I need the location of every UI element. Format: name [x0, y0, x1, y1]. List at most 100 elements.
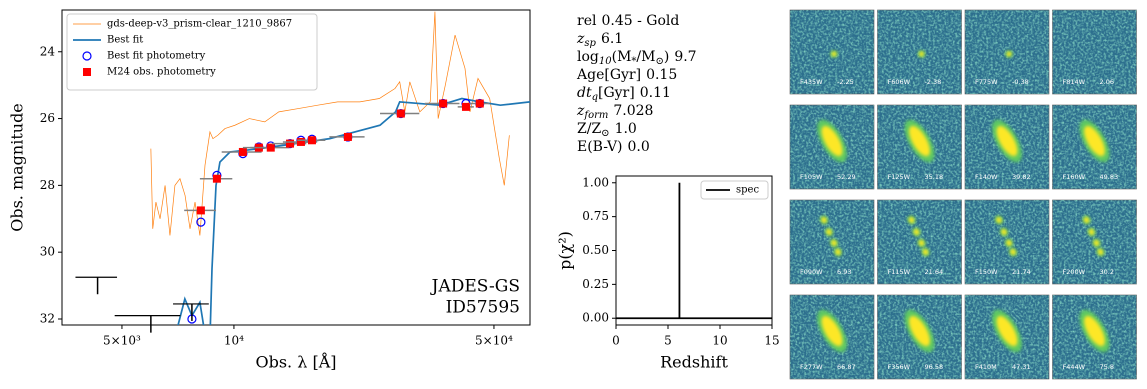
cutout: F115W 21.64	[877, 199, 962, 285]
source	[826, 228, 832, 236]
property: dtq​[Gyr]0.11	[577, 85, 671, 103]
property-label: (M	[612, 49, 632, 65]
cutout-flux: 75.8	[1100, 363, 1114, 371]
y-tick-label: 26	[40, 111, 55, 125]
source	[821, 315, 843, 347]
cutout: F160W 49.83	[1052, 104, 1137, 190]
property-label: E(B-V)	[577, 139, 623, 155]
x-tick-label: 5×10³	[103, 334, 141, 348]
x-axis-label: Obs. λ [Å]	[255, 352, 336, 372]
y-axis-label: Obs. magnitude	[8, 103, 27, 232]
cutout: F090W 6.93	[789, 199, 875, 285]
cutout-filter: F277W	[800, 363, 823, 371]
marker	[196, 217, 206, 227]
marker	[439, 99, 448, 108]
source	[821, 125, 843, 157]
y-tick-label: 32	[40, 311, 55, 325]
marker	[396, 109, 405, 118]
marker	[461, 102, 470, 111]
x-tick-label: 5	[664, 334, 672, 348]
property-sub: form	[583, 110, 608, 121]
cutout-noise	[1052, 10, 1137, 94]
cutout-flux: 6.93	[837, 268, 851, 276]
cutout-flux: 49.83	[1100, 173, 1119, 181]
cutout-flux: 66.87	[837, 363, 856, 371]
line	[616, 182, 772, 320]
cutout: F140W 39.82	[964, 104, 1050, 190]
cutout-filter: F200W	[1063, 268, 1086, 276]
cutout-flux: 21.74	[1012, 268, 1031, 276]
cutout-flux: 21.64	[925, 268, 944, 276]
legend-swatch	[83, 68, 91, 76]
y-tick-label: 0.50	[582, 243, 609, 257]
marker	[296, 137, 305, 146]
cutout-filter: F410M	[975, 363, 997, 371]
source	[909, 315, 930, 347]
marker	[238, 147, 247, 156]
cutout: F410M 47.31	[964, 294, 1050, 380]
cutout-flux: -0.38	[1012, 78, 1029, 86]
cutout-filter: F444W	[1063, 363, 1086, 371]
property-label: Age[Gyr]	[576, 67, 641, 83]
cutout-filter: F435W	[800, 78, 823, 86]
marker	[307, 136, 316, 145]
source	[821, 216, 827, 224]
property-sub: *	[631, 56, 636, 67]
cutout-flux: -2.25	[837, 78, 854, 86]
cutout-filter: F814W	[1063, 78, 1086, 86]
x-tick-label: 15	[764, 334, 779, 348]
plot-frame	[61, 9, 531, 326]
cutout: F277W 66.87	[789, 294, 875, 380]
property: Z/Z⊙​1.0	[577, 121, 637, 139]
source	[1001, 228, 1007, 236]
legend-box	[66, 13, 318, 91]
property-value: 7.028	[613, 103, 653, 119]
property-label: z	[576, 31, 585, 47]
cutout: F105W 52.29	[789, 104, 875, 190]
property-sub: 10	[599, 56, 612, 67]
cutout-filter: F105W	[800, 173, 823, 181]
legend-label: gds-deep-v3_prism-clear_1210_9867	[107, 19, 292, 30]
source	[1083, 216, 1090, 224]
cutout-flux: 47.31	[1012, 363, 1031, 371]
source	[918, 239, 925, 247]
source	[1010, 248, 1016, 256]
source	[908, 216, 915, 224]
property-value: 0.0	[628, 139, 650, 155]
source	[996, 216, 1002, 224]
cutout-flux: -2.38	[925, 78, 942, 86]
cutout-filter: F140W	[975, 173, 998, 181]
cutout: F444W 75.8	[1052, 294, 1137, 380]
property-value: 1.0	[615, 121, 637, 137]
y-tick-label: 1.00	[582, 175, 609, 189]
cutout-flux: 52.29	[837, 173, 856, 181]
source	[1006, 239, 1012, 247]
cutout-flux: 39.82	[1012, 173, 1031, 181]
property-value: 0.45 - Gold	[601, 13, 679, 29]
x-tick-label: 10⁴	[224, 334, 244, 348]
y-tick-label: 0.75	[582, 209, 609, 223]
property-sub: ⊙	[601, 128, 609, 139]
source	[1084, 125, 1105, 157]
cutout: F125W 35.18	[877, 104, 962, 190]
property-value: 9.7	[674, 49, 696, 65]
property-value: 0.11	[640, 85, 671, 101]
property-sub: ⊙	[655, 56, 663, 67]
cutout: F200W 30.2	[1052, 199, 1137, 285]
x-tick-label: 0	[612, 334, 620, 348]
property-value: 0.15	[646, 67, 677, 83]
cutout: F356W 96.58	[877, 294, 962, 380]
source	[922, 248, 929, 256]
cutout-flux: 30.2	[1100, 268, 1114, 276]
property: Age[Gyr] 0.15	[576, 67, 677, 83]
cutout-filter: F775W	[975, 78, 998, 86]
legend-label: M24 obs. photometry	[107, 67, 216, 78]
marker	[343, 132, 352, 141]
cutout: F775W -0.38	[964, 9, 1050, 95]
annotation: ID57595	[446, 298, 520, 318]
legend-box	[700, 180, 769, 200]
y-tick-label: 30	[40, 245, 55, 259]
source	[831, 239, 837, 247]
y-tick-label: 24	[40, 44, 56, 58]
